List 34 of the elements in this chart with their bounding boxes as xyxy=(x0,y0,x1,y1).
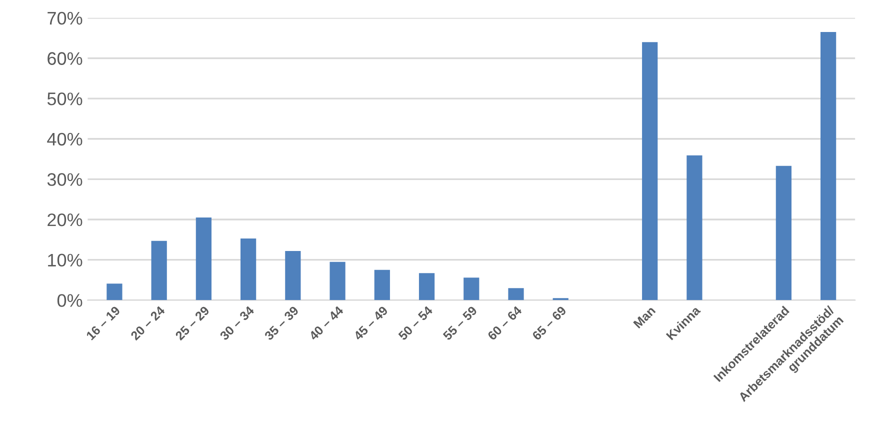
bar xyxy=(686,155,702,300)
bar xyxy=(106,284,122,300)
x-tick-label: 45 – 49 xyxy=(353,306,388,341)
y-tick-label: 60% xyxy=(48,52,82,65)
bar xyxy=(508,288,524,300)
y-tick-label: 50% xyxy=(47,92,82,106)
x-tick-label: 40 – 44 xyxy=(308,305,344,341)
y-tick-label: 20% xyxy=(48,213,82,226)
bar xyxy=(418,273,435,300)
bar xyxy=(820,32,836,300)
x-tick-label: 55 – 59 xyxy=(442,306,478,341)
bar xyxy=(240,238,256,300)
bar xyxy=(642,42,658,300)
x-tick-label: Man xyxy=(633,306,656,329)
x-tick-label: 20 – 24 xyxy=(130,305,166,341)
bar xyxy=(196,218,212,300)
bar xyxy=(374,270,390,300)
y-tick-label: 10% xyxy=(48,254,82,267)
bar xyxy=(776,166,792,300)
bar xyxy=(285,250,301,300)
bar xyxy=(464,278,480,300)
y-tick-label: 30% xyxy=(47,173,82,186)
x-tick-label: 30 – 34 xyxy=(219,305,255,341)
x-tick-label: 35 – 39 xyxy=(264,306,300,341)
x-tick-label: 50 – 54 xyxy=(398,305,434,341)
y-tick-label: 70% xyxy=(48,12,82,25)
x-tick-label: 16 – 19 xyxy=(86,306,121,340)
bar xyxy=(330,262,346,300)
y-tick-label: 40% xyxy=(47,132,82,146)
x-tick-label: 65 – 69 xyxy=(532,306,567,341)
y-tick-label: 0% xyxy=(57,294,82,307)
x-tick-label: 25 – 29 xyxy=(174,306,210,341)
x-tick-label: 60 – 64 xyxy=(487,305,522,341)
bar xyxy=(151,240,167,300)
